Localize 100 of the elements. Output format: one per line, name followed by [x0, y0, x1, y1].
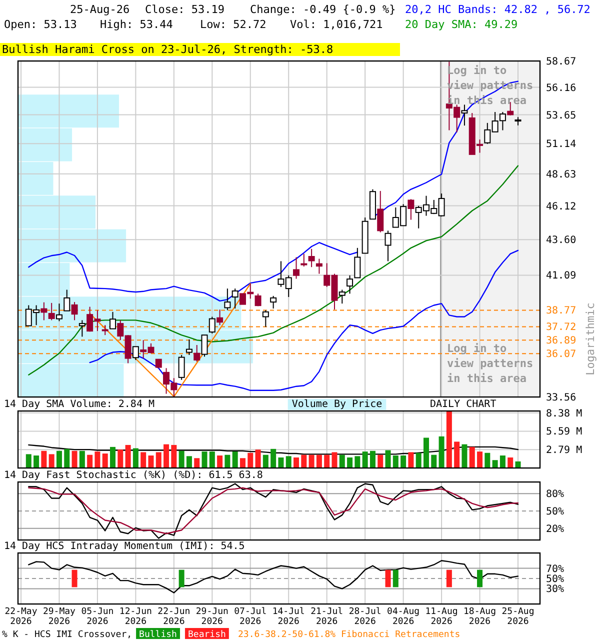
- candlestick: [338, 289, 346, 304]
- bar: [508, 457, 514, 468]
- bar: [202, 452, 208, 468]
- bar: [308, 454, 314, 468]
- candlestick: [346, 274, 354, 294]
- bar: [64, 448, 70, 468]
- bar: [164, 444, 170, 468]
- bar: [41, 450, 47, 468]
- candlestick: [377, 190, 384, 233]
- bar: [186, 456, 192, 468]
- chart-title: 14 Day SMA Volume: 2.84 M: [4, 399, 155, 410]
- bar: [423, 438, 429, 468]
- text: 25-Aug-26: [70, 3, 130, 16]
- bar: [454, 442, 460, 468]
- text: 20,2 HC Bands: 42.82 , 56.72: [405, 3, 590, 16]
- candlestick: [194, 344, 200, 362]
- y-tick-label: 41.09: [546, 270, 576, 282]
- bar: [178, 450, 184, 468]
- y-tick-label: 43.60: [546, 235, 576, 246]
- bar: [72, 450, 78, 468]
- bar: [232, 452, 238, 468]
- bar: [270, 448, 276, 468]
- bar: [469, 446, 475, 468]
- text: Close: 53.19: [145, 3, 224, 16]
- bar: [392, 455, 398, 468]
- x-tick-label: 18-Aug 2026: [464, 607, 496, 627]
- candlestick: [461, 104, 468, 126]
- candlestick: [48, 302, 55, 321]
- bar: [492, 460, 498, 468]
- bar: [438, 436, 444, 468]
- candlestick: [293, 256, 300, 280]
- text: Open: 53.13: [4, 18, 77, 31]
- line-series: [28, 560, 519, 594]
- y-tick-label: 53.65: [546, 110, 576, 122]
- bar: [56, 450, 62, 468]
- bar: [94, 452, 100, 468]
- bar: [301, 454, 307, 468]
- bar: [385, 450, 391, 468]
- bar: [209, 452, 215, 468]
- legend-title: % K - HCS IMI Crossover,: [2, 630, 132, 640]
- x-tick-label: 22-Jun 2026: [158, 607, 190, 627]
- y-tick-label: 56.16: [546, 82, 576, 94]
- bar: [431, 454, 437, 468]
- candlestick: [78, 320, 86, 338]
- candlestick: [178, 354, 185, 380]
- candlestick: [186, 338, 192, 356]
- bar: [194, 458, 200, 468]
- text: Change: -0.49 {-0.9 %}: [250, 3, 396, 16]
- line-series: [28, 444, 519, 455]
- candlestick: [354, 247, 361, 278]
- bar: [294, 457, 300, 468]
- bar: [48, 454, 54, 468]
- bar: [79, 450, 85, 468]
- bar: [477, 452, 483, 468]
- text: 20 Day SMA: 49.29: [405, 18, 518, 31]
- x-tick-label: 21-Jul 2026: [310, 607, 344, 627]
- x-tick-label: 25-Aug 2026: [502, 607, 534, 627]
- candlestick: [56, 303, 62, 322]
- bar: [347, 457, 353, 468]
- candlestick: [316, 258, 322, 274]
- bar: [416, 452, 422, 468]
- text: Bullish Harami Cross on 23-Jul-26, Strength: -53.8: [2, 43, 334, 56]
- x-tick-label: 04-Aug 2026: [387, 607, 420, 627]
- text: Bullish: [139, 630, 177, 640]
- bar: [286, 456, 292, 468]
- ref-line-label: 36.07: [546, 349, 576, 360]
- y-tick-label: 5.59 M: [546, 426, 582, 438]
- bar: [102, 454, 108, 468]
- candlestick: [408, 198, 414, 220]
- chart-title: 14 Day Fast Stochastic (%K) (%D): 61.5 63.8: [4, 470, 263, 481]
- text: Bearish: [188, 630, 226, 640]
- annotation: Log in to view patterns in this area: [447, 342, 534, 385]
- text: Low: 52.72: [200, 18, 266, 31]
- y-tick-label: 46.12: [546, 201, 576, 212]
- text: Vol: 1,016,721: [290, 18, 383, 31]
- ref-line-label: 37.72: [546, 322, 576, 334]
- y-tick-label: 58.67: [546, 56, 576, 68]
- candlestick: [384, 230, 392, 262]
- x-tick-label: 29-Jun 2026: [196, 607, 228, 627]
- candlestick: [64, 289, 70, 312]
- candlestick: [40, 302, 48, 321]
- text: Volume By Price: [292, 399, 382, 410]
- x-tick-label: 11-Aug 2026: [425, 607, 458, 627]
- bar: [462, 444, 468, 468]
- candlestick: [216, 309, 224, 326]
- y-tick-label: 8.38 M: [546, 408, 582, 420]
- x-tick-label: 14-Jul 2026: [272, 607, 305, 627]
- x-tick-label: 07-Jul 2026: [234, 607, 267, 627]
- bar: [378, 454, 384, 468]
- bar: [87, 454, 93, 468]
- bar: [332, 452, 338, 468]
- x-tick-label: 22-May 2026: [4, 607, 38, 627]
- bar: [125, 444, 131, 468]
- y-axis-title: Logarithmic: [584, 302, 597, 376]
- text: High: 53.44: [100, 18, 174, 31]
- text: DAILY CHART: [430, 399, 496, 410]
- candlestick: [201, 334, 208, 358]
- candlestick: [208, 316, 216, 334]
- ref-line-label: 36.89: [546, 336, 576, 347]
- bar: [171, 444, 177, 468]
